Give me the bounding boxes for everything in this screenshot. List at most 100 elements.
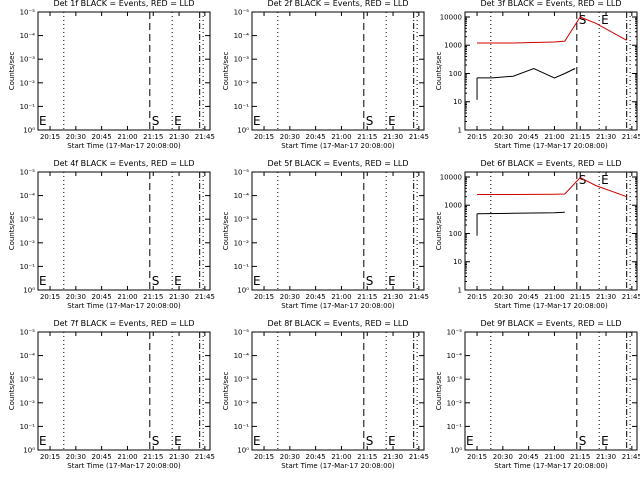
x-tick-label: 20:30	[66, 453, 86, 461]
y-tick-label: 10⁻¹	[234, 423, 250, 431]
y-axis-label: Counts/sec	[435, 212, 443, 251]
x-tick-label: 20:45	[519, 453, 539, 461]
y-tick-label: 10⁻³	[234, 56, 250, 64]
panel-title: Det 6f BLACK = Events, RED = LLD	[480, 159, 621, 168]
x-tick-label: 20:15	[40, 293, 60, 301]
y-tick-label: 10⁰	[237, 447, 249, 455]
lld-series-line	[477, 16, 627, 44]
end-marker: E	[388, 274, 396, 288]
x-axis-label: Start Time (17-Mar-17 20:08:00)	[67, 462, 181, 470]
y-tick-label: 100	[449, 70, 462, 78]
plot-frame	[251, 171, 425, 291]
y-tick-label: 10⁻⁴	[234, 32, 250, 40]
start-marker: S	[366, 114, 374, 128]
start-marker: S	[366, 274, 374, 288]
x-tick-label: 20:30	[493, 293, 513, 301]
plot-frame	[37, 11, 211, 131]
y-tick-label: 10	[453, 258, 462, 266]
detector-panel-8: Det 8f BLACK = Events, RED = LLD Counts/s…	[222, 319, 429, 470]
y-tick-label: 10⁻³	[20, 376, 36, 384]
x-tick-label: 21:15	[570, 453, 590, 461]
left-end-marker: E	[253, 434, 261, 448]
y-tick-label: 1000	[444, 42, 462, 50]
plot-frame	[251, 11, 425, 131]
y-tick-label: 10⁻²	[20, 79, 36, 87]
start-marker: S	[152, 114, 160, 128]
x-tick-label: 21:30	[383, 293, 403, 301]
events-series-line	[476, 211, 565, 215]
x-tick-label: 20:30	[493, 453, 513, 461]
left-end-marker: E	[39, 274, 47, 288]
x-axis-label: Start Time (17-Mar-17 20:08:00)	[67, 142, 181, 150]
y-tick-label: 10⁻³	[447, 376, 463, 384]
x-axis-label: Start Time (17-Mar-17 20:08:00)	[494, 462, 608, 470]
end-marker: E	[174, 274, 182, 288]
x-tick-label: 21:00	[331, 133, 351, 141]
x-tick-label: 21:15	[143, 453, 163, 461]
panel-title: Det 1f BLACK = Events, RED = LLD	[53, 0, 194, 8]
plot-frame	[464, 11, 638, 131]
x-tick-label: 20:15	[467, 133, 487, 141]
x-tick-label: 21:15	[143, 133, 163, 141]
x-tick-label: 21:30	[169, 453, 189, 461]
y-axis-label: Counts/sec	[222, 212, 230, 251]
x-axis-label: Start Time (17-Mar-17 20:08:00)	[494, 142, 608, 150]
x-tick-label: 21:15	[357, 293, 377, 301]
panel-title: Det 9f BLACK = Events, RED = LLD	[480, 319, 621, 328]
y-tick-label: 10⁻¹	[20, 103, 36, 111]
panel-title: Det 8f BLACK = Events, RED = LLD	[267, 319, 408, 328]
y-tick-label: 10⁻¹	[20, 263, 36, 271]
x-axis-label: Start Time (17-Mar-17 20:08:00)	[281, 302, 395, 310]
y-tick-label: 10⁻⁵	[234, 169, 250, 177]
start-marker: S	[579, 173, 587, 187]
y-axis-label: Counts/sec	[8, 52, 16, 91]
end-marker: E	[174, 114, 182, 128]
y-tick-label: 10⁰	[23, 287, 35, 295]
y-tick-label: 10⁻²	[20, 239, 36, 247]
x-tick-label: 21:30	[596, 293, 616, 301]
x-tick-label: 21:15	[143, 293, 163, 301]
detector-panel-1: Det 1f BLACK = Events, RED = LLD Counts/s…	[8, 0, 215, 150]
detector-panel-4: Det 4f BLACK = Events, RED = LLD Counts/s…	[8, 159, 215, 310]
left-end-marker: E	[39, 114, 47, 128]
detector-panel-2: Det 2f BLACK = Events, RED = LLD Counts/s…	[222, 0, 429, 150]
x-tick-label: 20:15	[254, 133, 274, 141]
start-marker: S	[366, 434, 374, 448]
y-tick-label: 10⁻¹	[234, 263, 250, 271]
y-tick-label: 1	[458, 287, 462, 295]
y-tick-label: 10000	[440, 173, 462, 181]
y-tick-label: 10⁰	[237, 287, 249, 295]
detector-panel-5: Det 5f BLACK = Events, RED = LLD Counts/s…	[222, 159, 429, 310]
x-tick-label: 21:30	[596, 133, 616, 141]
plot-frame	[37, 331, 211, 451]
y-tick-label: 10⁻⁴	[20, 32, 36, 40]
x-tick-label: 21:45	[409, 453, 429, 461]
x-tick-label: 21:45	[409, 293, 429, 301]
x-tick-label: 21:45	[622, 293, 640, 301]
y-axis-label: Counts/sec	[8, 212, 16, 251]
end-marker: E	[601, 13, 609, 27]
x-tick-label: 21:15	[357, 133, 377, 141]
events-series-line	[477, 67, 576, 79]
x-tick-label: 21:00	[117, 453, 137, 461]
start-marker: S	[579, 434, 587, 448]
panel-title: Det 5f BLACK = Events, RED = LLD	[267, 159, 408, 168]
y-tick-label: 10⁻⁵	[20, 329, 36, 337]
x-tick-label: 21:30	[169, 133, 189, 141]
y-tick-label: 10⁻⁴	[447, 352, 463, 360]
left-end-marker: E	[39, 434, 47, 448]
x-tick-label: 20:30	[280, 453, 300, 461]
left-end-marker: E	[253, 274, 261, 288]
plot-frame	[37, 171, 211, 291]
plot-frame	[464, 331, 638, 451]
y-tick-label: 10⁻¹	[234, 103, 250, 111]
end-marker: E	[601, 173, 609, 187]
x-axis-label: Start Time (17-Mar-17 20:08:00)	[281, 142, 395, 150]
end-marker: E	[388, 434, 396, 448]
x-axis-label: Start Time (17-Mar-17 20:08:00)	[67, 302, 181, 310]
x-tick-label: 20:15	[467, 453, 487, 461]
y-tick-label: 10⁻²	[234, 239, 250, 247]
x-tick-label: 20:45	[519, 293, 539, 301]
x-tick-label: 20:15	[40, 453, 60, 461]
